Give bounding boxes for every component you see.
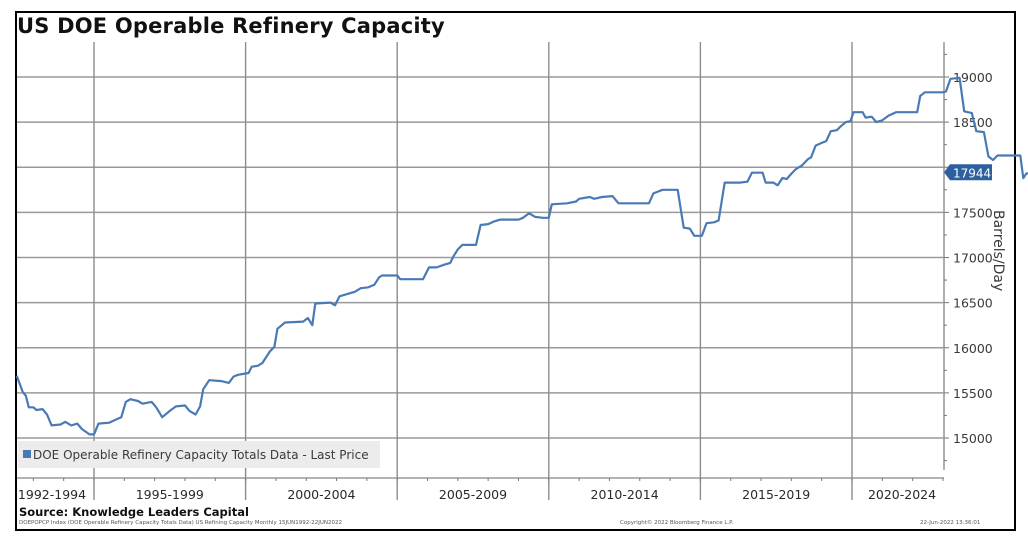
y-tick-label: 16000 (953, 341, 993, 356)
chart-title: US DOE Operable Refinery Capacity (17, 14, 445, 38)
x-tick-label: 1995-1999 (136, 487, 204, 502)
footer-timestamp: 22-Jun-2022 13:36:01 (920, 520, 981, 526)
x-axis: 1992-1994 1995-1999 2000-2004 2005-2009 2010… (18, 478, 944, 502)
series-line (15, 76, 1028, 436)
legend-box (18, 441, 380, 468)
y-axis-label: Barrels/Day (990, 210, 1006, 291)
footer-copyright: Copyright© 2022 Bloomberg Finance L.P. (620, 520, 734, 526)
y-tick-label: 19000 (953, 70, 993, 85)
series-layer (15, 76, 1028, 436)
y-tick-label: 16500 (953, 296, 993, 311)
y-axis: 15000 15500 16000 16500 17000 17500 18500 19000 (943, 42, 993, 470)
legend-entry: DOE Operable Refinery Capacity Totals Da… (33, 448, 369, 462)
legend: DOE Operable Refinery Capacity Totals Da… (18, 441, 380, 468)
last-value-text: 17944 (953, 166, 991, 180)
x-tick-label: 2005-2009 (439, 487, 507, 502)
y-tick-label: 17000 (953, 251, 993, 266)
horizontal-gridlines (17, 76, 944, 479)
last-value-badge (944, 164, 992, 181)
y-tick-label: 15500 (953, 386, 993, 401)
last-value-marker: 17944 (944, 164, 992, 181)
y-tick-label: 18500 (953, 115, 993, 130)
y-tick-label: 17500 (953, 205, 993, 220)
legend-swatch (23, 450, 31, 458)
source-note: Source: Knowledge Leaders Capital (19, 505, 249, 519)
footer-series-description: DOEPOPCP Index (DOE Operable Refinery Ca… (19, 520, 343, 526)
vertical-gridlines (93, 42, 853, 500)
x-tick-label: 1992-1994 (18, 487, 86, 502)
x-tick-label: 2010-2014 (591, 487, 659, 502)
x-tick-label: 2015-2019 (742, 487, 810, 502)
x-tick-label: 2000-2004 (287, 487, 355, 502)
y-tick-label: 15000 (953, 431, 993, 446)
x-tick-label: 2020-2024 (868, 487, 936, 502)
